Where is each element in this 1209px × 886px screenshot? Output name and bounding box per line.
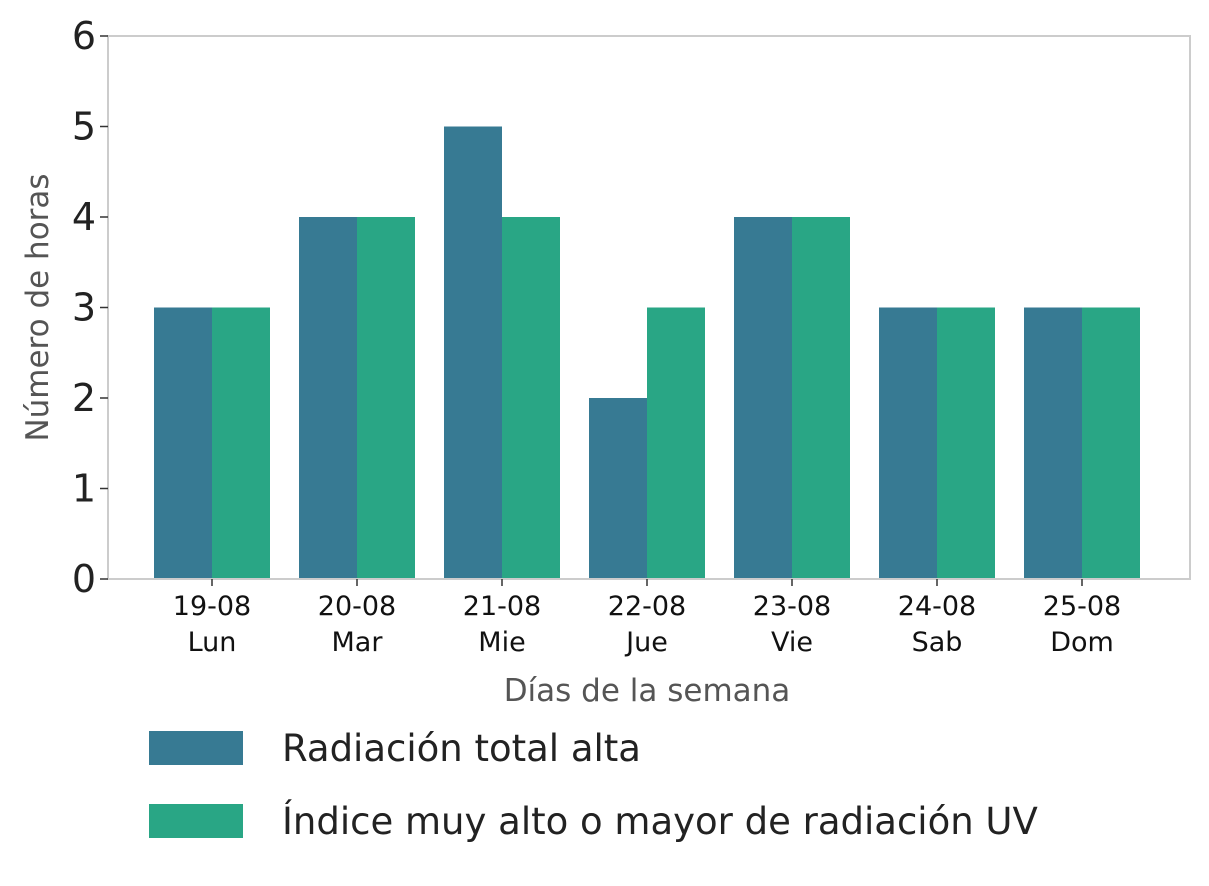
bar-indice-uv bbox=[937, 307, 995, 579]
y-axis-title: Número de horas bbox=[20, 173, 56, 441]
bar-indice-uv bbox=[502, 217, 560, 579]
legend: Radiación total alta Índice muy alto o ma… bbox=[149, 727, 1038, 843]
x-tick-date: 21-08 bbox=[463, 591, 541, 622]
x-tick-date: 22-08 bbox=[608, 591, 686, 622]
x-tick-day: Vie bbox=[771, 627, 813, 658]
bar-radiacion-total bbox=[154, 307, 212, 579]
bar-radiacion-total bbox=[879, 307, 937, 579]
bars-group bbox=[154, 126, 1140, 579]
y-tick-label: 1 bbox=[72, 467, 96, 511]
y-axis: 0 1 2 3 4 5 6 bbox=[72, 14, 108, 601]
y-tick-label: 6 bbox=[72, 14, 96, 58]
y-tick-label: 5 bbox=[72, 105, 96, 149]
y-tick-label: 3 bbox=[72, 286, 96, 330]
bar-radiacion-total bbox=[444, 126, 502, 579]
x-axis-title: Días de la semana bbox=[504, 673, 791, 709]
bar-radiacion-total bbox=[734, 217, 792, 579]
x-tick-day: Lun bbox=[188, 627, 237, 658]
x-axis: 19-08 Lun 20-08 Mar 21-08 Mie 22-08 Jue 23-08 Vie… bbox=[173, 579, 1121, 658]
y-tick-label: 4 bbox=[72, 195, 96, 239]
x-tick-date: 20-08 bbox=[318, 591, 396, 622]
x-tick-date: 19-08 bbox=[173, 591, 251, 622]
x-tick-date: 23-08 bbox=[753, 591, 831, 622]
bar-radiacion-total bbox=[1024, 307, 1082, 579]
bar-indice-uv bbox=[357, 217, 415, 579]
bar-radiacion-total bbox=[299, 217, 357, 579]
y-tick-label: 2 bbox=[72, 376, 96, 420]
x-tick-day: Sab bbox=[912, 627, 963, 658]
bar-indice-uv bbox=[212, 307, 270, 579]
legend-label: Índice muy alto o mayor de radiación UV bbox=[282, 799, 1038, 843]
x-tick-day: Dom bbox=[1050, 627, 1114, 658]
bar-indice-uv bbox=[1082, 307, 1140, 579]
y-tick-label: 0 bbox=[72, 557, 96, 601]
legend-swatch bbox=[149, 731, 243, 765]
bar-indice-uv bbox=[792, 217, 850, 579]
x-tick-day: Mie bbox=[478, 627, 525, 658]
legend-label: Radiación total alta bbox=[282, 727, 641, 770]
x-tick-day: Jue bbox=[624, 627, 668, 658]
x-tick-date: 24-08 bbox=[898, 591, 976, 622]
bar-indice-uv bbox=[647, 307, 705, 579]
x-tick-day: Mar bbox=[332, 627, 384, 658]
legend-swatch bbox=[149, 804, 243, 838]
x-tick-date: 25-08 bbox=[1043, 591, 1121, 622]
bar-radiacion-total bbox=[589, 398, 647, 579]
